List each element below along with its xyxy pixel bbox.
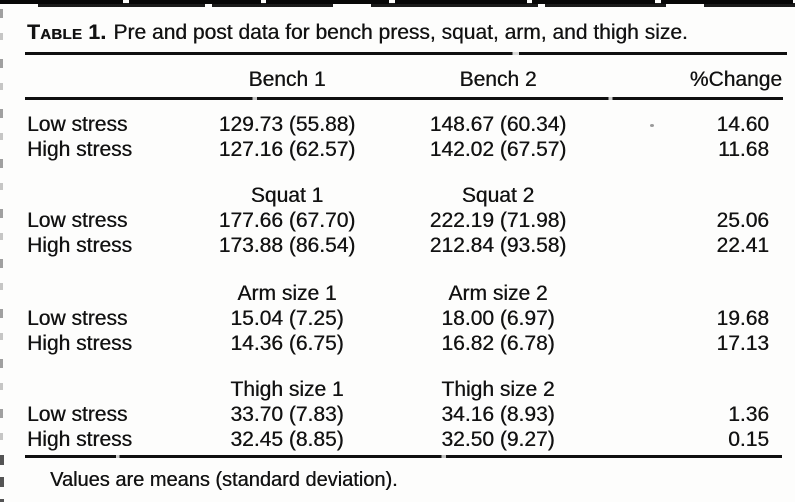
subheader-row: Thigh size 1 Thigh size 2 (25, 377, 783, 402)
row-label: High stress (27, 332, 133, 355)
table-row: High stress 14.36 (6.75) 16.82 (6.78) 17… (25, 331, 783, 356)
cell-pct-change: 1.36 (728, 403, 769, 426)
scan-edge-artifact-left-bottom (0, 455, 4, 502)
cell-pre-mean-sd: 129.73 (55.88) (218, 113, 356, 136)
column-header-bench-2: Bench 2 (459, 67, 537, 91)
table-1: Table 1. Pre and post data for bench pres… (25, 0, 787, 492)
table-row: High stress 173.88 (86.54) 212.84 (93.58… (25, 233, 783, 258)
table-row: High stress 32.45 (8.85) 32.50 (9.27) 0.… (25, 427, 783, 452)
subheader-thigh-size-1: Thigh size 1 (230, 378, 344, 401)
table-caption: Table 1. Pre and post data for bench pres… (25, 20, 783, 46)
table-footnote: Values are means (standard deviation). (50, 469, 398, 491)
cell-post-mean-sd: 222.19 (71.98) (429, 209, 567, 232)
subheader-thigh-size-2: Thigh size 2 (441, 378, 555, 401)
subheader-row: Squat 1 Squat 2 (25, 183, 783, 208)
cell-pre-mean-sd: 173.88 (86.54) (218, 234, 356, 257)
rule-top (25, 52, 787, 55)
scan-speckle (650, 124, 654, 127)
cell-post-mean-sd: 142.02 (67.57) (429, 138, 567, 161)
cell-pct-change: 17.13 (716, 332, 769, 355)
cell-post-mean-sd: 212.84 (93.58) (429, 234, 567, 257)
subheader-row: Arm size 1 Arm size 2 (25, 281, 783, 306)
cell-post-mean-sd: 16.82 (6.78) (441, 332, 555, 355)
cell-pre-mean-sd: 15.04 (7.25) (230, 307, 344, 330)
row-label: Low stress (27, 307, 128, 330)
row-label: High stress (27, 428, 133, 451)
cell-pre-mean-sd: 127.16 (62.57) (218, 138, 356, 161)
cell-post-mean-sd: 34.16 (8.93) (441, 403, 555, 426)
rule-header (25, 97, 783, 100)
scan-edge-artifact-top (0, 0, 795, 4)
cell-pct-change: 22.41 (716, 234, 769, 257)
scan-edge-artifact-left (0, 9, 3, 455)
cell-pre-mean-sd: 14.36 (6.75) (230, 332, 344, 355)
table-row: Low stress 177.66 (67.70) 222.19 (71.98)… (25, 208, 783, 233)
cell-pre-mean-sd: 32.45 (8.85) (230, 428, 344, 451)
subheader-arm-size-1: Arm size 1 (237, 282, 337, 305)
table-row: Low stress 33.70 (7.83) 34.16 (8.93) 1.3… (25, 402, 783, 427)
row-label: Low stress (27, 403, 128, 426)
row-label: High stress (27, 234, 133, 257)
cell-pre-mean-sd: 177.66 (67.70) (218, 209, 356, 232)
cell-pre-mean-sd: 33.70 (7.83) (230, 403, 344, 426)
section-bench: Low stress 129.73 (55.88) 148.67 (60.34)… (25, 112, 783, 162)
cell-pct-change: 14.60 (716, 113, 769, 136)
row-label: Low stress (27, 113, 128, 136)
column-header-row: Bench 1 Bench 2 %Change (25, 66, 783, 92)
scan-edge-artifact-top-2 (0, 3, 795, 7)
rule-bottom (25, 455, 782, 458)
table-caption-text: Pre and post data for bench press, squat… (113, 21, 688, 44)
column-header-bench-1: Bench 1 (248, 67, 326, 91)
section-arm-size: Arm size 1 Arm size 2 Low stress 15.04 (… (25, 281, 783, 356)
cell-pct-change: 11.68 (718, 138, 769, 161)
row-label: Low stress (27, 209, 128, 232)
cell-post-mean-sd: 148.67 (60.34) (429, 113, 567, 136)
cell-post-mean-sd: 18.00 (6.97) (441, 307, 555, 330)
cell-pct-change: 25.06 (716, 209, 769, 232)
row-label: High stress (27, 138, 133, 161)
cell-post-mean-sd: 32.50 (9.27) (441, 428, 555, 451)
cell-pct-change: 0.15 (728, 428, 769, 451)
table-caption-label: Table 1. (27, 21, 107, 44)
column-header-pct-change: %Change (689, 67, 782, 91)
table-row: Low stress 129.73 (55.88) 148.67 (60.34)… (25, 112, 783, 137)
cell-pct-change: 19.68 (716, 307, 769, 330)
subheader-squat-1: Squat 1 (250, 184, 324, 207)
subheader-arm-size-2: Arm size 2 (448, 282, 548, 305)
section-squat: Squat 1 Squat 2 Low stress 177.66 (67.70… (25, 183, 783, 258)
table-row: High stress 127.16 (62.57) 142.02 (67.57… (25, 137, 783, 162)
section-thigh-size: Thigh size 1 Thigh size 2 Low stress 33.… (25, 377, 783, 452)
subheader-squat-2: Squat 2 (461, 184, 535, 207)
table-row: Low stress 15.04 (7.25) 18.00 (6.97) 19.… (25, 306, 783, 331)
